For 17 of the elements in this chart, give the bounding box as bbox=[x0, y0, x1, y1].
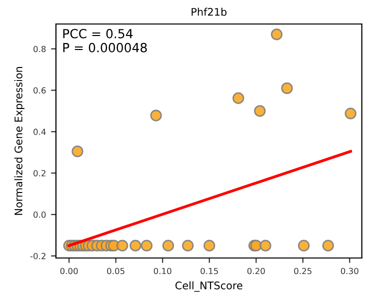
x-tick-label: 0.25 bbox=[294, 268, 312, 274]
annotation: PCC = 0.54 P = 0.000048 bbox=[63, 28, 147, 52]
x-tick-label: 0.00 bbox=[60, 268, 78, 274]
y-axis-title: Normalized Gene Expression bbox=[14, 67, 24, 215]
x-tick-label: 0.10 bbox=[154, 268, 172, 274]
x-axis-title: Cell_NTScore bbox=[175, 281, 242, 292]
x-tick-label: 0.15 bbox=[200, 268, 218, 274]
y-tick-label: 0.0 bbox=[34, 211, 46, 218]
y-tick-label: 0.6 bbox=[34, 87, 46, 94]
chart-title: Phf21b bbox=[192, 8, 227, 16]
y-tick-label: 0.8 bbox=[34, 46, 46, 52]
x-tick-label: 0.20 bbox=[247, 268, 265, 274]
y-tick-label: -0.2 bbox=[30, 252, 46, 260]
x-tick-label: 0.30 bbox=[340, 268, 358, 274]
y-tick-label: 0.2 bbox=[34, 170, 46, 176]
x-tick-label: 0.05 bbox=[107, 268, 124, 274]
y-tick-label: 0.4 bbox=[34, 128, 46, 135]
